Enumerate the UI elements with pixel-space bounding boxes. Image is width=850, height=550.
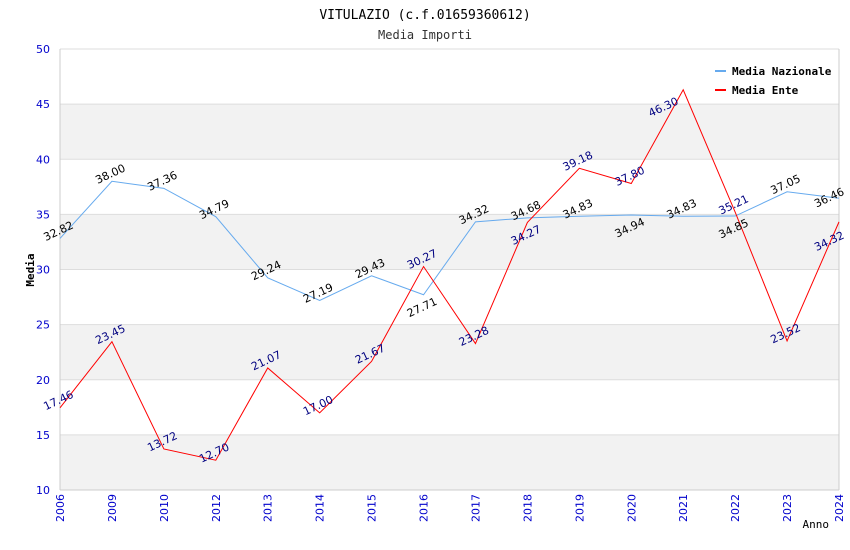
series-line-ente: [59, 88, 840, 461]
x-tick-label: 2022: [729, 494, 742, 522]
y-tick-label: 15: [36, 429, 50, 442]
data-label: 37.36: [145, 169, 179, 194]
x-tick-label: 2015: [366, 494, 379, 522]
data-label: 17.46: [41, 388, 75, 413]
data-label: 17.00: [301, 393, 335, 418]
y-tick-label: 30: [36, 264, 50, 277]
x-tick-label: 2012: [210, 494, 223, 522]
chart-title: VITULAZIO (c.f.01659360612): [319, 8, 530, 23]
x-tick-label: 2024: [833, 494, 846, 522]
x-tick-label: 2023: [781, 494, 794, 522]
x-tick-label: 2018: [521, 494, 534, 522]
data-label: 27.19: [301, 281, 335, 306]
data-label: 27.71: [405, 295, 439, 320]
y-tick-label: 20: [36, 374, 50, 387]
grid-band: [60, 214, 839, 270]
x-axis-label: Anno: [803, 518, 830, 531]
y-tick-label: 50: [36, 43, 50, 56]
legend-label-nazionale: Media Nazionale: [732, 65, 832, 78]
x-tick-label: 2013: [262, 494, 275, 522]
grid-band: [60, 104, 839, 160]
x-tick-label: 2010: [158, 494, 171, 522]
grid-band: [60, 434, 839, 490]
y-tick-label: 40: [36, 153, 50, 166]
x-tick-label: 2021: [677, 494, 690, 522]
x-tick-label: 2014: [314, 494, 327, 522]
y-tick-label: 10: [36, 484, 50, 497]
y-tick-label: 25: [36, 319, 50, 332]
x-tick-label: 2006: [54, 494, 67, 522]
legend: Media Nazionale Media Ente: [711, 58, 838, 99]
legend-label-ente: Media Ente: [732, 84, 799, 97]
x-tick-label: 2017: [469, 494, 482, 522]
x-tick-label: 2009: [106, 494, 119, 522]
data-label: 35.21: [717, 192, 751, 217]
data-label: 36.46: [812, 185, 846, 210]
x-tick-label: 2020: [625, 494, 638, 522]
y-axis-label: Media: [24, 253, 37, 286]
data-label: 37.80: [613, 164, 647, 189]
x-tick-label: 2016: [418, 494, 431, 522]
series-line-nazionale: [59, 180, 840, 302]
chart-subtitle: Media Importi: [378, 28, 472, 42]
y-tick-label: 45: [36, 98, 50, 111]
grid-band: [60, 324, 839, 380]
x-tick-label: 2019: [573, 494, 586, 522]
y-tick-label: 35: [36, 208, 50, 221]
